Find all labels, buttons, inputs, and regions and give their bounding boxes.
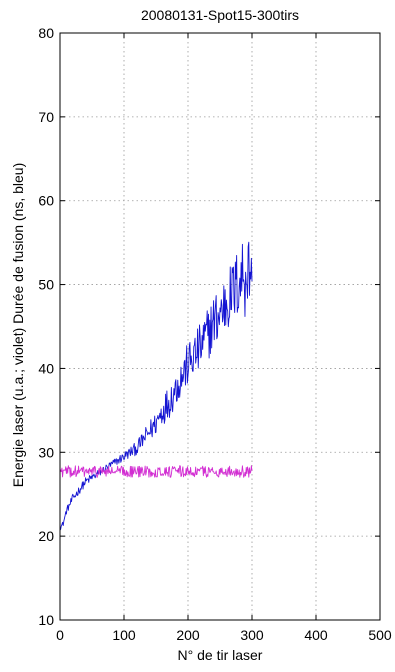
y-tick-label: 50 bbox=[38, 277, 54, 293]
y-axis-label: Energie laser (u.a.; violet) Durée de fu… bbox=[10, 163, 26, 488]
y-tick-label: 70 bbox=[38, 109, 54, 125]
y-tick-label: 80 bbox=[38, 25, 54, 41]
x-tick-label: 200 bbox=[176, 627, 200, 643]
plot-area-frame bbox=[59, 32, 381, 621]
y-tick-label: 20 bbox=[38, 528, 54, 544]
x-tick-label: 400 bbox=[304, 627, 328, 643]
x-tick-label: 500 bbox=[368, 627, 392, 643]
series-line-1 bbox=[59, 241, 253, 531]
x-tick-label: 300 bbox=[240, 627, 264, 643]
y-tick-label: 30 bbox=[38, 444, 54, 460]
chart-title: 20080131-Spot15-300tirs bbox=[141, 7, 299, 23]
grid bbox=[60, 33, 380, 620]
axis-ticks: 0 100 200 300 400 500 10 20 30 40 50 60 70 80 bbox=[38, 25, 391, 643]
y-tick-label: 40 bbox=[38, 360, 54, 376]
data-series bbox=[59, 241, 253, 531]
y-tick-label: 60 bbox=[38, 193, 54, 209]
x-tick-label: 0 bbox=[56, 627, 64, 643]
series-line-2 bbox=[59, 465, 253, 478]
y-tick-label: 10 bbox=[38, 612, 54, 628]
x-axis-label: N° de tir laser bbox=[178, 647, 263, 663]
x-tick-label: 100 bbox=[112, 627, 136, 643]
